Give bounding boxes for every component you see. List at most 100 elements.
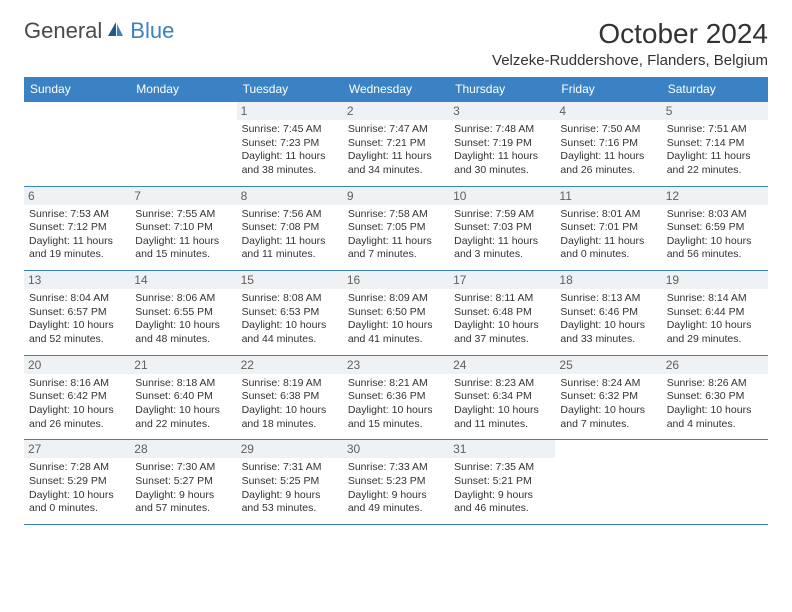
sunrise-line: Sunrise: 8:16 AM — [29, 377, 125, 391]
daylight-line: Daylight: 10 hours and 4 minutes. — [667, 404, 763, 431]
sunrise-line: Sunrise: 8:21 AM — [348, 377, 444, 391]
daylight-line: Daylight: 9 hours and 53 minutes. — [242, 489, 338, 516]
weekday-header: Friday — [555, 77, 661, 102]
sunset-line: Sunset: 7:23 PM — [242, 137, 338, 151]
day-cell: 27Sunrise: 7:28 AMSunset: 5:29 PMDayligh… — [24, 440, 130, 525]
day-number: 29 — [237, 440, 343, 458]
sunrise-line: Sunrise: 7:31 AM — [242, 461, 338, 475]
day-cell: 14Sunrise: 8:06 AMSunset: 6:55 PMDayligh… — [130, 271, 236, 356]
day-number: 26 — [662, 356, 768, 374]
location: Velzeke-Ruddershove, Flanders, Belgium — [492, 52, 768, 69]
day-number: 28 — [130, 440, 236, 458]
day-number: 17 — [449, 271, 555, 289]
day-number: 20 — [24, 356, 130, 374]
daylight-line: Daylight: 11 hours and 19 minutes. — [29, 235, 125, 262]
day-cell: 28Sunrise: 7:30 AMSunset: 5:27 PMDayligh… — [130, 440, 236, 525]
daylight-line: Daylight: 10 hours and 56 minutes. — [667, 235, 763, 262]
daylight-line: Daylight: 11 hours and 26 minutes. — [560, 150, 656, 177]
day-cell: 30Sunrise: 7:33 AMSunset: 5:23 PMDayligh… — [343, 440, 449, 525]
sunset-line: Sunset: 7:19 PM — [454, 137, 550, 151]
weekday-header: Sunday — [24, 77, 130, 102]
daylight-line: Daylight: 9 hours and 46 minutes. — [454, 489, 550, 516]
sunset-line: Sunset: 7:14 PM — [667, 137, 763, 151]
day-cell: 21Sunrise: 8:18 AMSunset: 6:40 PMDayligh… — [130, 355, 236, 440]
empty-cell — [555, 440, 661, 525]
sunrise-line: Sunrise: 8:04 AM — [29, 292, 125, 306]
day-cell: 24Sunrise: 8:23 AMSunset: 6:34 PMDayligh… — [449, 355, 555, 440]
daylight-line: Daylight: 11 hours and 3 minutes. — [454, 235, 550, 262]
sunrise-line: Sunrise: 7:53 AM — [29, 208, 125, 222]
title-block: October 2024 Velzeke-Ruddershove, Flande… — [492, 18, 768, 69]
calendar-row: 6Sunrise: 7:53 AMSunset: 7:12 PMDaylight… — [24, 186, 768, 271]
sunrise-line: Sunrise: 7:51 AM — [667, 123, 763, 137]
day-cell: 8Sunrise: 7:56 AMSunset: 7:08 PMDaylight… — [237, 186, 343, 271]
sunset-line: Sunset: 6:48 PM — [454, 306, 550, 320]
sunrise-line: Sunrise: 8:01 AM — [560, 208, 656, 222]
logo-general: General — [24, 18, 102, 44]
daylight-line: Daylight: 10 hours and 29 minutes. — [667, 319, 763, 346]
sunrise-line: Sunrise: 7:48 AM — [454, 123, 550, 137]
day-number: 24 — [449, 356, 555, 374]
sunset-line: Sunset: 6:36 PM — [348, 390, 444, 404]
day-number: 16 — [343, 271, 449, 289]
calendar-row: 20Sunrise: 8:16 AMSunset: 6:42 PMDayligh… — [24, 355, 768, 440]
day-cell: 17Sunrise: 8:11 AMSunset: 6:48 PMDayligh… — [449, 271, 555, 356]
weekday-header: Monday — [130, 77, 236, 102]
day-cell: 13Sunrise: 8:04 AMSunset: 6:57 PMDayligh… — [24, 271, 130, 356]
sunset-line: Sunset: 6:34 PM — [454, 390, 550, 404]
weekday-header: Wednesday — [343, 77, 449, 102]
day-number: 25 — [555, 356, 661, 374]
day-number: 8 — [237, 187, 343, 205]
sunrise-line: Sunrise: 8:18 AM — [135, 377, 231, 391]
daylight-line: Daylight: 10 hours and 22 minutes. — [135, 404, 231, 431]
day-cell: 31Sunrise: 7:35 AMSunset: 5:21 PMDayligh… — [449, 440, 555, 525]
day-number: 31 — [449, 440, 555, 458]
sunset-line: Sunset: 6:32 PM — [560, 390, 656, 404]
day-number: 2 — [343, 102, 449, 120]
daylight-line: Daylight: 11 hours and 7 minutes. — [348, 235, 444, 262]
daylight-line: Daylight: 11 hours and 38 minutes. — [242, 150, 338, 177]
day-cell: 16Sunrise: 8:09 AMSunset: 6:50 PMDayligh… — [343, 271, 449, 356]
daylight-line: Daylight: 10 hours and 33 minutes. — [560, 319, 656, 346]
day-cell: 15Sunrise: 8:08 AMSunset: 6:53 PMDayligh… — [237, 271, 343, 356]
calendar-table: SundayMondayTuesdayWednesdayThursdayFrid… — [24, 77, 768, 525]
sunrise-line: Sunrise: 7:58 AM — [348, 208, 444, 222]
day-number: 9 — [343, 187, 449, 205]
day-number: 19 — [662, 271, 768, 289]
day-cell: 5Sunrise: 7:51 AMSunset: 7:14 PMDaylight… — [662, 102, 768, 187]
day-cell: 3 Sunrise: 7:48 AMSunset: 7:19 PMDaylight… — [449, 102, 555, 187]
day-cell: 29Sunrise: 7:31 AMSunset: 5:25 PMDayligh… — [237, 440, 343, 525]
calendar-row: 13Sunrise: 8:04 AMSunset: 6:57 PMDayligh… — [24, 271, 768, 356]
calendar-body: 1Sunrise: 7:45 AMSunset: 7:23 PMDaylight… — [24, 102, 768, 525]
logo-blue: Blue — [130, 18, 174, 44]
sunset-line: Sunset: 6:57 PM — [29, 306, 125, 320]
sunset-line: Sunset: 7:16 PM — [560, 137, 656, 151]
day-number: 14 — [130, 271, 236, 289]
day-cell: 20Sunrise: 8:16 AMSunset: 6:42 PMDayligh… — [24, 355, 130, 440]
day-cell: 9Sunrise: 7:58 AMSunset: 7:05 PMDaylight… — [343, 186, 449, 271]
day-number: 15 — [237, 271, 343, 289]
sunrise-line: Sunrise: 8:19 AM — [242, 377, 338, 391]
daylight-line: Daylight: 11 hours and 22 minutes. — [667, 150, 763, 177]
sunset-line: Sunset: 5:21 PM — [454, 475, 550, 489]
sunset-line: Sunset: 7:01 PM — [560, 221, 656, 235]
daylight-line: Daylight: 9 hours and 57 minutes. — [135, 489, 231, 516]
day-number: 4 — [555, 102, 661, 120]
day-cell: 1Sunrise: 7:45 AMSunset: 7:23 PMDaylight… — [237, 102, 343, 187]
sunrise-line: Sunrise: 7:30 AM — [135, 461, 231, 475]
logo: General Blue — [24, 18, 174, 44]
day-number: 11 — [555, 187, 661, 205]
sunrise-line: Sunrise: 7:33 AM — [348, 461, 444, 475]
calendar-row: 27Sunrise: 7:28 AMSunset: 5:29 PMDayligh… — [24, 440, 768, 525]
day-number: 1 — [237, 102, 343, 120]
sunset-line: Sunset: 7:03 PM — [454, 221, 550, 235]
daylight-line: Daylight: 11 hours and 30 minutes. — [454, 150, 550, 177]
daylight-line: Daylight: 10 hours and 11 minutes. — [454, 404, 550, 431]
sunrise-line: Sunrise: 7:56 AM — [242, 208, 338, 222]
day-number: 3 — [449, 102, 555, 120]
sunrise-line: Sunrise: 8:08 AM — [242, 292, 338, 306]
sunrise-line: Sunrise: 8:03 AM — [667, 208, 763, 222]
weekday-header: Saturday — [662, 77, 768, 102]
daylight-line: Daylight: 11 hours and 15 minutes. — [135, 235, 231, 262]
day-number: 27 — [24, 440, 130, 458]
